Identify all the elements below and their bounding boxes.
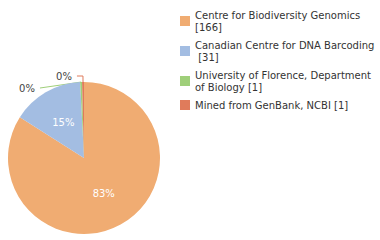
- svg-text:Canadian Centre for DNA Barcod: Canadian Centre for DNA Barcoding: [195, 40, 374, 51]
- svg-text:University of Florence, Depart: University of Florence, Department: [195, 70, 374, 81]
- svg-text:of Biology [1]: of Biology [1]: [195, 82, 262, 93]
- svg-text:83%: 83%: [93, 188, 115, 199]
- svg-text:15%: 15%: [52, 117, 74, 128]
- svg-text:Centre for Biodiversity Genomi: Centre for Biodiversity Genomics: [195, 10, 363, 21]
- svg-text:[31]: [31]: [195, 52, 219, 63]
- svg-text:0%: 0%: [19, 83, 35, 94]
- svg-text:[166]: [166]: [195, 22, 222, 33]
- svg-text:0%: 0%: [56, 71, 72, 82]
- svg-text:Mined from GenBank, NCBI [1]: Mined from GenBank, NCBI [1]: [195, 100, 348, 111]
